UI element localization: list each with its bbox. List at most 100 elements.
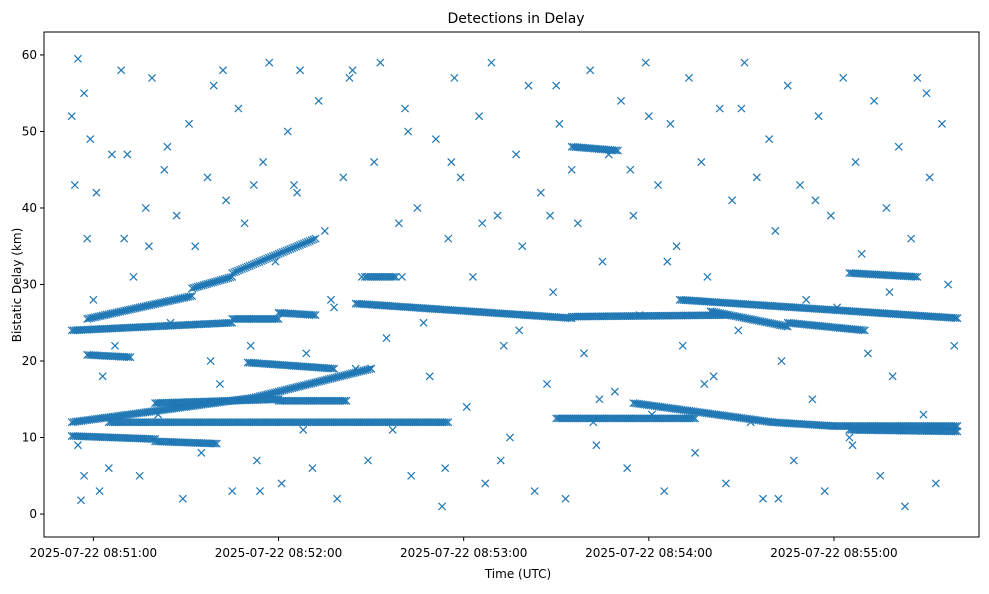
data-point [137, 418, 146, 427]
data-point [372, 418, 381, 427]
data-point [715, 104, 724, 113]
data-point [901, 426, 910, 435]
data-point [619, 312, 628, 321]
data-point [80, 89, 89, 98]
data-point [348, 66, 357, 75]
data-point [571, 414, 580, 423]
data-point [366, 272, 375, 281]
data-point [646, 311, 655, 320]
data-point [209, 81, 218, 90]
data-point [303, 418, 312, 427]
data-point [401, 104, 410, 113]
data-point [432, 418, 441, 427]
y-tick-label: 0 [29, 507, 37, 521]
data-point [586, 312, 595, 321]
data-point [951, 314, 960, 323]
data-point [353, 418, 362, 427]
data-point [656, 414, 665, 423]
data-point [592, 441, 601, 450]
data-point [627, 312, 636, 321]
data-point [845, 425, 854, 434]
y-tick-label: 10 [22, 431, 37, 445]
data-point [216, 418, 225, 427]
data-point [876, 426, 885, 435]
data-point [309, 235, 318, 244]
data-point [264, 418, 273, 427]
data-point [858, 426, 867, 435]
data-point [926, 427, 935, 436]
data-point [924, 426, 933, 436]
data-point [920, 426, 929, 435]
data-point [104, 418, 113, 427]
data-point [666, 119, 675, 128]
data-point [357, 272, 366, 281]
data-point [199, 418, 208, 427]
data-point [565, 414, 574, 423]
data-point [606, 312, 615, 321]
data-point [265, 58, 274, 67]
data-point [246, 341, 255, 350]
data-point [235, 418, 244, 427]
data-point [569, 312, 578, 321]
data-point [949, 427, 958, 436]
data-point [126, 353, 135, 362]
data-point [164, 418, 173, 427]
data-point [309, 396, 318, 405]
data-point [235, 314, 244, 323]
data-point [206, 418, 216, 427]
data-point [891, 426, 900, 435]
data-point [573, 219, 582, 228]
data-point [328, 396, 337, 405]
data-point [771, 226, 780, 235]
data-point [210, 439, 219, 448]
data-point [351, 364, 360, 373]
data-point [914, 426, 923, 435]
data-point [110, 341, 119, 350]
data-point [282, 418, 291, 427]
data-point [662, 311, 671, 320]
data-point [689, 311, 698, 320]
data-point [887, 426, 896, 435]
data-point [89, 295, 98, 304]
data-point [765, 135, 774, 144]
data-point [260, 314, 270, 323]
data-point [266, 418, 275, 427]
data-point [667, 311, 676, 320]
data-point [839, 422, 848, 431]
data-point [672, 242, 681, 251]
data-point [122, 418, 131, 427]
data-point [145, 418, 154, 427]
data-point [777, 356, 786, 366]
data-point [903, 426, 912, 435]
data-point [210, 418, 219, 427]
data-point [442, 418, 451, 427]
data-point [447, 158, 456, 167]
data-point [851, 425, 860, 434]
data-point [758, 494, 768, 503]
data-point [141, 418, 150, 427]
data-point [673, 414, 682, 423]
data-point [602, 414, 611, 423]
data-point [384, 272, 393, 281]
data-point [176, 418, 185, 427]
data-point [349, 418, 358, 427]
data-point [598, 312, 607, 321]
data-point [594, 414, 603, 423]
data-point [575, 312, 584, 321]
data-point [330, 303, 339, 312]
data-point [561, 414, 570, 423]
data-point [365, 418, 374, 427]
data-point [600, 312, 609, 321]
data-point [478, 219, 487, 228]
data-point [116, 418, 125, 427]
data-point [255, 314, 264, 323]
data-point [129, 418, 138, 427]
data-point [319, 396, 328, 405]
data-point [556, 414, 565, 423]
data-point [315, 396, 324, 405]
data-point [811, 196, 820, 205]
data-point [299, 396, 308, 405]
data-point [783, 81, 792, 90]
data-point [919, 410, 928, 419]
